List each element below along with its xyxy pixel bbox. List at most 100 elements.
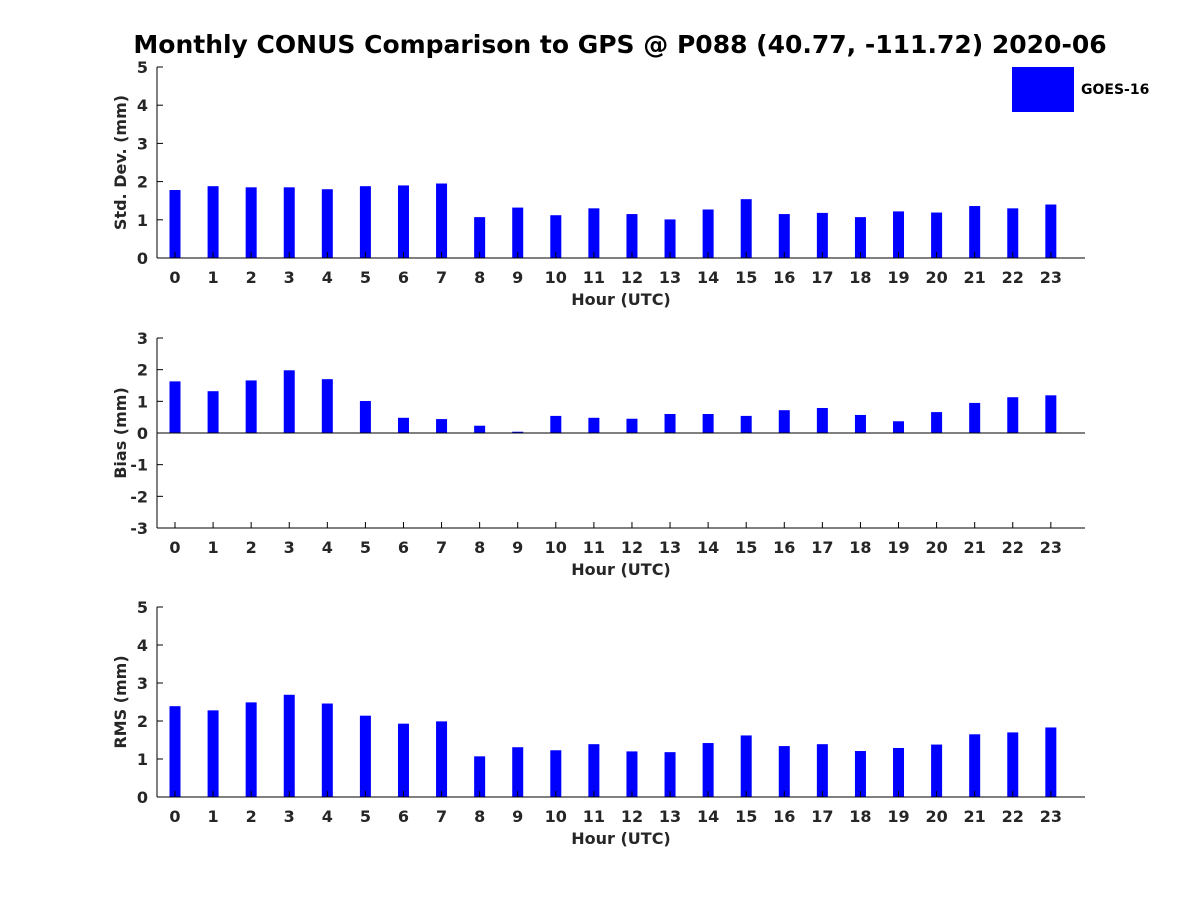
bar-panel3-hour-13: [664, 752, 676, 797]
bar-panel3-hour-19: [893, 747, 905, 797]
x-tick-label: 18: [849, 268, 871, 287]
x-tick-label: 12: [621, 538, 643, 557]
x-tick-label: 11: [583, 807, 605, 826]
legend: GOES-16: [1012, 67, 1149, 112]
bar-panel3-hour-15: [740, 735, 752, 797]
legend-swatch-goes16: [1012, 67, 1074, 112]
x-tick-label: 1: [208, 538, 219, 557]
x-tick-label: 9: [512, 538, 523, 557]
y-tick-label: 3: [137, 134, 148, 153]
x-tick-label: 19: [887, 268, 909, 287]
x-tick-label: 8: [474, 268, 485, 287]
x-tick-label: 22: [1002, 268, 1024, 287]
bar-panel2-hour-18: [854, 414, 866, 433]
x-tick-label: 4: [322, 268, 333, 287]
bar-panel3-hour-10: [550, 750, 562, 797]
x-tick-label: 8: [474, 538, 485, 557]
chart-title: Monthly CONUS Comparison to GPS @ P088 (…: [133, 30, 1107, 59]
x-tick-label: 17: [811, 268, 833, 287]
y-tick-label: 4: [137, 96, 148, 115]
bar-panel1-hour-17: [816, 212, 828, 258]
bar-panel1-hour-21: [969, 206, 981, 258]
x-tick-label: 2: [246, 268, 257, 287]
bar-panel2-hour-20: [931, 412, 943, 433]
bar-panel3-hour-0: [169, 706, 181, 797]
bar-panel2-hour-16: [778, 410, 790, 433]
y-tick-label: 1: [137, 211, 148, 230]
bar-panel3-hour-18: [854, 751, 866, 797]
bar-panel2-hour-12: [626, 418, 638, 433]
bar-panel3-hour-2: [245, 702, 257, 797]
bar-panel3-hour-22: [1007, 732, 1019, 797]
bar-panel2-hour-1: [207, 391, 219, 433]
y-tick-label: 3: [137, 674, 148, 693]
x-tick-label: 16: [773, 538, 795, 557]
bar-panel1-hour-16: [778, 214, 790, 258]
x-tick-label: 12: [621, 807, 643, 826]
x-tick-label: 17: [811, 538, 833, 557]
x-tick-label: 23: [1040, 807, 1062, 826]
bar-panel1-hour-7: [436, 183, 448, 258]
y-tick-label: 0: [137, 249, 148, 268]
x-tick-label: 2: [246, 538, 257, 557]
x-tick-label: 1: [208, 807, 219, 826]
y-tick-label: 5: [137, 598, 148, 617]
bar-panel1-hour-10: [550, 215, 562, 258]
x-tick-label: 0: [169, 538, 180, 557]
x-tick-label: 13: [659, 807, 681, 826]
x-tick-label: 4: [322, 538, 333, 557]
bar-panel2-hour-10: [550, 415, 562, 433]
x-axis-label: Hour (UTC): [571, 560, 671, 579]
bar-panel2-hour-11: [588, 417, 600, 433]
x-tick-label: 9: [512, 807, 523, 826]
bar-panel3-hour-11: [588, 744, 600, 797]
x-tick-label: 1: [208, 268, 219, 287]
x-tick-label: 7: [436, 268, 447, 287]
x-tick-label: 5: [360, 268, 371, 287]
bar-panel1-hour-14: [702, 209, 714, 258]
x-tick-label: 10: [545, 268, 567, 287]
bar-panel2-hour-3: [283, 370, 295, 433]
x-tick-label: 13: [659, 268, 681, 287]
y-axis-label: RMS (mm): [111, 655, 130, 748]
x-tick-label: 19: [887, 807, 909, 826]
y-axis-label: Std. Dev. (mm): [111, 95, 130, 230]
x-tick-label: 10: [545, 538, 567, 557]
bar-panel1-hour-22: [1007, 208, 1019, 258]
bar-panel1-hour-6: [397, 185, 409, 258]
bar-panel2-hour-19: [893, 421, 905, 433]
bar-panel1-hour-4: [321, 189, 333, 258]
x-tick-label: 14: [697, 268, 719, 287]
y-tick-label: 0: [137, 424, 148, 443]
x-axis-label: Hour (UTC): [571, 290, 671, 309]
bar-panel2-hour-9: [512, 431, 524, 433]
bar-panel1-hour-11: [588, 208, 600, 258]
bar-panel2-hour-4: [321, 379, 333, 433]
y-tick-label: 3: [137, 329, 148, 348]
legend-label-goes16: GOES-16: [1081, 81, 1150, 98]
x-tick-label: 3: [284, 538, 295, 557]
x-tick-label: 8: [474, 807, 485, 826]
x-tick-label: 19: [887, 538, 909, 557]
bar-panel3-hour-5: [359, 715, 371, 797]
x-tick-label: 0: [169, 807, 180, 826]
bar-panel2-hour-13: [664, 414, 676, 433]
bar-panel3-hour-6: [397, 723, 409, 797]
x-tick-label: 15: [735, 807, 757, 826]
x-tick-label: 7: [436, 807, 447, 826]
bar-panel3-hour-23: [1045, 727, 1057, 797]
x-tick-label: 5: [360, 807, 371, 826]
bar-panel2-hour-0: [169, 381, 181, 433]
x-tick-label: 23: [1040, 538, 1062, 557]
x-tick-label: 14: [697, 807, 719, 826]
bar-panel2-hour-5: [359, 401, 371, 433]
bar-panel3-hour-4: [321, 703, 333, 797]
bar-panel1-hour-19: [893, 211, 905, 258]
bar-panel3-hour-16: [778, 746, 790, 797]
bar-panel3-hour-14: [702, 743, 714, 797]
x-tick-label: 3: [284, 268, 295, 287]
y-tick-label: 5: [137, 58, 148, 77]
